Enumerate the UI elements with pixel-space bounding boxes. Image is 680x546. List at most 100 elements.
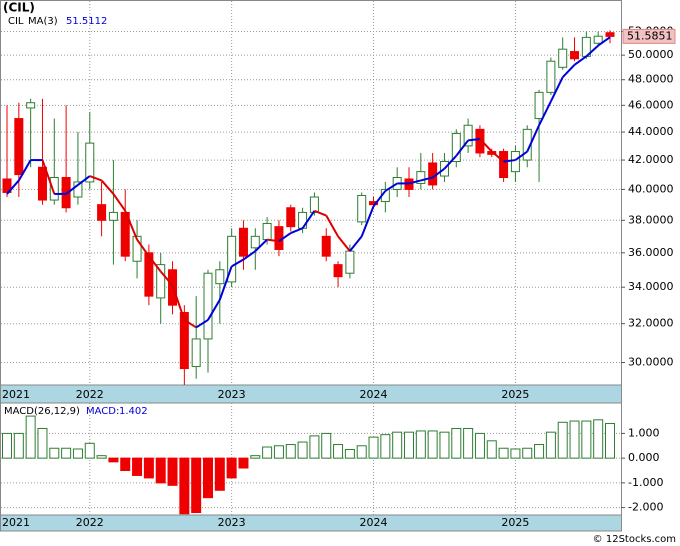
ma-line (443, 155, 458, 170)
ma-line (349, 235, 363, 252)
y-tick-label: 42.0000 (628, 153, 674, 166)
x-tick-label: 2025 (501, 388, 529, 401)
candle-body (605, 32, 615, 37)
candle-body (37, 166, 47, 201)
macd-bar (451, 427, 462, 459)
macd-bar (498, 447, 509, 459)
x-tick-label: 2021 (2, 516, 30, 529)
macd-bar (463, 427, 474, 459)
ma-line (6, 179, 20, 195)
macd-bar (191, 457, 202, 514)
candle-body (546, 60, 556, 93)
ma-line (77, 175, 91, 186)
macd-bar (356, 445, 367, 459)
candle-body (428, 162, 438, 186)
ma-line (432, 167, 446, 179)
macd-bar (380, 434, 391, 459)
ma-line (148, 255, 162, 273)
ma-line (549, 76, 564, 102)
macd-bar (214, 457, 225, 491)
ma-line (503, 159, 516, 163)
candle-body (73, 181, 83, 198)
ma-line (479, 138, 493, 153)
ma-line (218, 266, 233, 301)
ma-line (561, 64, 576, 78)
candle-body (26, 102, 36, 109)
macd-bar (427, 430, 438, 459)
macd-bar (557, 421, 568, 459)
macd-bar (167, 457, 178, 486)
y-tick-label: 48.0000 (628, 73, 674, 86)
ma-line (41, 159, 56, 195)
macd-bar (333, 444, 344, 459)
macd-bar (61, 447, 72, 459)
macd-bar (545, 431, 556, 459)
legend-macd-value: 1.402 (119, 406, 148, 417)
candle-body (321, 235, 331, 257)
x-tick-label: 2023 (218, 516, 246, 529)
candle-body (144, 252, 154, 297)
macd-bar (309, 435, 320, 459)
ma-line (254, 238, 268, 252)
candle-body (345, 250, 355, 274)
macd-bar (510, 448, 521, 459)
ma-line (384, 182, 398, 192)
ma-line (526, 124, 540, 152)
macd-bar (37, 427, 48, 459)
candle-body (156, 264, 166, 299)
ma-line (372, 190, 387, 207)
macd-bar (285, 444, 296, 459)
ma-line (514, 150, 528, 161)
candle-body (499, 151, 509, 179)
macd-bar (203, 457, 213, 499)
macd-bar (569, 420, 580, 459)
macd-bar (344, 448, 355, 459)
ma-line (183, 319, 197, 329)
candle-body (333, 264, 343, 278)
candle-body (357, 194, 367, 223)
candle-body (534, 91, 544, 120)
macd-bar (605, 422, 615, 459)
candle-body (416, 171, 426, 184)
ma-line (360, 205, 375, 237)
macd-bar (179, 457, 190, 515)
legend-symbol: CIL (8, 16, 24, 27)
macd-bar (108, 457, 119, 463)
candle-body (132, 235, 142, 262)
macd-bar (486, 440, 497, 459)
ma-line (112, 193, 127, 212)
ma-line (455, 139, 469, 157)
last-price-box (622, 28, 676, 44)
x-tick-label: 2023 (218, 388, 246, 401)
ma-line (597, 36, 611, 47)
macd-bar (522, 447, 533, 459)
y-tick-label: 44.0000 (628, 125, 674, 138)
ma-line (65, 184, 79, 195)
macd-bar (392, 431, 403, 459)
macd-bar (273, 445, 284, 459)
legend-ma-value: 51.5112 (66, 16, 107, 27)
y2-tick-label: 0.000 (628, 451, 660, 464)
watermark: © 12Stocks.com (593, 534, 676, 545)
ma-line (314, 209, 327, 217)
y-tick-label: 32.0000 (628, 317, 674, 330)
macd-bar (72, 448, 83, 459)
y-tick-label: 38.0000 (628, 213, 674, 226)
macd-bar (13, 432, 24, 459)
y-tick-label: 30.0000 (628, 356, 674, 369)
date-band (0, 384, 622, 404)
candle-body (179, 312, 189, 370)
candle-body (108, 211, 118, 221)
y-tick-label: 40.0000 (628, 182, 674, 195)
ma-line (171, 285, 186, 321)
candle-body (49, 177, 59, 201)
ma-line (290, 227, 303, 235)
candle-body (475, 128, 485, 154)
ma-line (89, 175, 102, 182)
candle-body (203, 272, 213, 340)
ma-line (278, 232, 292, 243)
candle-body (262, 222, 272, 241)
date-band (0, 514, 622, 532)
macd-bar (534, 444, 545, 459)
macd-bar (404, 431, 414, 459)
